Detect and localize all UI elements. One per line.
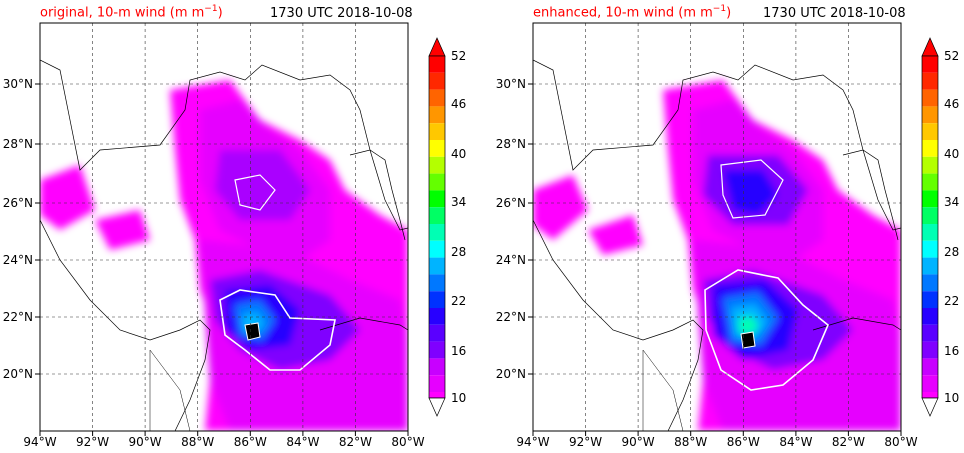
colorbar-tick-label: 22 (451, 294, 466, 308)
wind-field (40, 23, 408, 431)
map-frame (39, 22, 409, 432)
colorbar-tick-label: 34 (451, 195, 466, 209)
grid-lines (40, 23, 408, 431)
lon-tick-label: 82°W (339, 435, 372, 449)
colorbar-under-arrow (428, 397, 446, 417)
lon-axis: 94°W 92°W 90°W 88°W 86°W 84°W 82°W 80°W (516, 431, 918, 449)
lon-tick-label: 90°W (622, 435, 655, 449)
map-frame (532, 22, 902, 432)
lon-tick-label: 90°W (129, 435, 162, 449)
lon-tick-label: 94°W (23, 435, 56, 449)
panel-original: original, 10-m wind (m m−1) 1730 UTC 201… (3, 4, 467, 449)
lat-tick-label: 20°N (3, 367, 33, 381)
colorbar-tick-label: 28 (451, 245, 466, 259)
lat-tick-label: 30°N (3, 77, 33, 91)
colorbar-segments (922, 56, 938, 398)
lat-tick-label: 24°N (496, 253, 526, 267)
colorbar-over-arrow (921, 37, 939, 57)
lon-tick-label: 80°W (884, 435, 917, 449)
colorbar: 10 16 22 28 34 40 46 52 (428, 37, 466, 417)
lon-tick-label: 80°W (391, 435, 424, 449)
map-figure: 94°W 92°W 90°W 88°W 86°W 84°W 82°W 80°W … (3, 22, 466, 449)
colorbar-tick-label: 52 (944, 49, 959, 63)
colorbar-tick-label: 52 (451, 49, 466, 63)
lon-tick-label: 82°W (832, 435, 865, 449)
map-figure: 94°W 92°W 90°W 88°W 86°W 84°W 82°W 80°W … (496, 22, 959, 449)
lat-tick-label: 28°N (496, 137, 526, 151)
colorbar-tick-label: 46 (451, 97, 466, 111)
lat-tick-label: 24°N (3, 253, 33, 267)
lon-tick-label: 86°W (234, 435, 267, 449)
lat-tick-label: 22°N (496, 310, 526, 324)
grid-lines (533, 23, 901, 431)
lon-tick-label: 86°W (727, 435, 760, 449)
lat-tick-label: 26°N (3, 196, 33, 210)
lon-tick-label: 84°W (286, 435, 319, 449)
lat-tick-label: 20°N (496, 367, 526, 381)
lon-tick-label: 88°W (674, 435, 707, 449)
lat-axis: 20°N 22°N 24°N 26°N 28°N 30°N (3, 77, 40, 381)
lat-tick-label: 28°N (3, 137, 33, 151)
panel-time-label: 1730 UTC 2018-10-08 (763, 6, 906, 21)
lat-tick-label: 22°N (3, 310, 33, 324)
lat-axis: 20°N 22°N 24°N 26°N 28°N 30°N (496, 77, 533, 381)
colorbar-over-arrow (428, 37, 446, 57)
lon-tick-label: 94°W (516, 435, 549, 449)
panel-title: enhanced, 10-m wind (m m−1) (533, 4, 732, 21)
colorbar-tick-label: 10 (944, 391, 959, 405)
lat-tick-label: 30°N (496, 77, 526, 91)
colorbar-tick-label: 28 (944, 245, 959, 259)
colorbar-segments (429, 56, 445, 398)
panel-time-label: 1730 UTC 2018-10-08 (270, 6, 413, 21)
colorbar-tick-label: 16 (944, 344, 959, 358)
lon-tick-label: 92°W (76, 435, 109, 449)
colorbar-tick-label: 10 (451, 391, 466, 405)
colorbar-tick-label: 40 (944, 147, 959, 161)
panel-enhanced: enhanced, 10-m wind (m m−1) 1730 UTC 201… (493, 0, 964, 453)
colorbar-tick-label: 34 (944, 195, 959, 209)
colorbar-tick-label: 40 (451, 147, 466, 161)
lon-axis: 94°W 92°W 90°W 88°W 86°W 84°W 82°W 80°W (23, 431, 425, 449)
lat-tick-label: 26°N (496, 196, 526, 210)
lon-tick-label: 88°W (181, 435, 214, 449)
lon-tick-label: 84°W (779, 435, 812, 449)
colorbar-tick-label: 16 (451, 344, 466, 358)
lon-tick-label: 92°W (569, 435, 602, 449)
colorbar-under-arrow (921, 397, 939, 417)
panel-title: original, 10-m wind (m m−1) (40, 4, 223, 21)
colorbar-tick-label: 22 (944, 294, 959, 308)
colorbar: 10 16 22 28 34 40 46 52 (921, 37, 959, 417)
colorbar-tick-label: 46 (944, 97, 959, 111)
wind-field (533, 23, 901, 431)
